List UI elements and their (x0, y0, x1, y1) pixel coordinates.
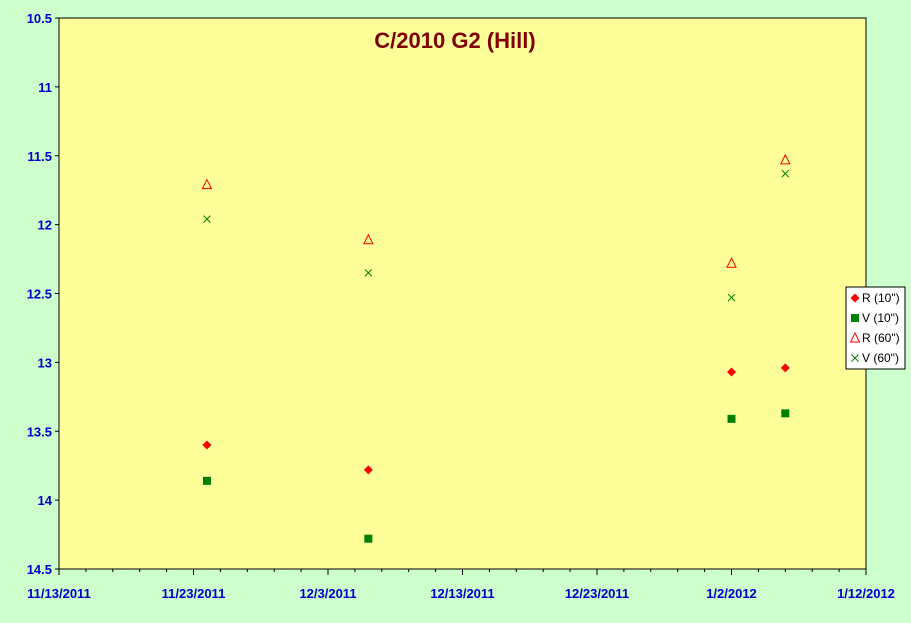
y-tick-label: 11.5 (27, 149, 52, 164)
data-point (201, 178, 213, 190)
data-point (203, 215, 211, 223)
data-point (363, 233, 374, 245)
x-tick-label: 12/13/2011 (430, 586, 494, 601)
data-markers (201, 153, 791, 543)
series-markers (203, 169, 790, 302)
legend-item: R (60") (849, 331, 900, 345)
data-point (202, 440, 212, 450)
data-point (851, 314, 859, 322)
legend-label: V (10") (862, 311, 899, 325)
legend-label: R (60") (862, 331, 900, 345)
x-tick-label: 12/3/2011 (299, 586, 356, 601)
y-tick-label: 13.5 (27, 424, 52, 439)
y-axis: 10.5 11 11.5 12 12.5 13 13.5 14 14.5 (27, 11, 59, 577)
data-point (727, 293, 736, 302)
legend: R (10") V (10") R (60") V (60") (845, 286, 906, 370)
legend-item: V (10") (851, 311, 899, 325)
data-point (726, 257, 737, 268)
x-axis: 11/13/2011 11/23/2011 12/3/2011 12/13/2011 1… (27, 569, 895, 601)
legend-item: V (60") (851, 351, 899, 365)
data-point (780, 363, 790, 373)
x-tick-label: 12/23/2011 (565, 586, 629, 601)
data-point (849, 331, 861, 343)
y-tick-label: 12 (38, 218, 52, 233)
data-point (781, 409, 790, 418)
legend-item: R (10") (850, 291, 900, 305)
data-point (363, 465, 373, 475)
y-tick-label: 13 (38, 355, 52, 370)
x-tick-label: 1/12/2012 (837, 586, 895, 601)
data-point (851, 354, 859, 362)
y-tick-label: 11 (38, 80, 52, 95)
data-point (202, 476, 211, 485)
data-point (364, 268, 373, 277)
y-tick-label: 12.5 (27, 287, 52, 302)
legend-label: R (10") (862, 291, 900, 305)
x-tick-label: 1/2/2012 (706, 586, 757, 601)
y-tick-label: 14.5 (27, 562, 52, 577)
x-tick-label: 11/13/2011 (27, 586, 91, 601)
y-tick-label: 14 (38, 493, 53, 508)
legend-label: V (60") (862, 351, 899, 365)
data-point (727, 367, 736, 377)
data-point (850, 293, 860, 303)
y-tick-label: 10.5 (27, 11, 52, 26)
series-markers (201, 153, 791, 268)
series-markers (202, 409, 790, 543)
data-point (781, 169, 790, 178)
plot-area (58, 17, 867, 570)
data-point (727, 414, 736, 423)
data-point (364, 534, 373, 543)
data-point (779, 153, 791, 165)
chart-title: C/2010 G2 (Hill) (374, 28, 535, 53)
x-tick-label: 11/23/2011 (162, 586, 226, 601)
series-markers (202, 363, 790, 475)
